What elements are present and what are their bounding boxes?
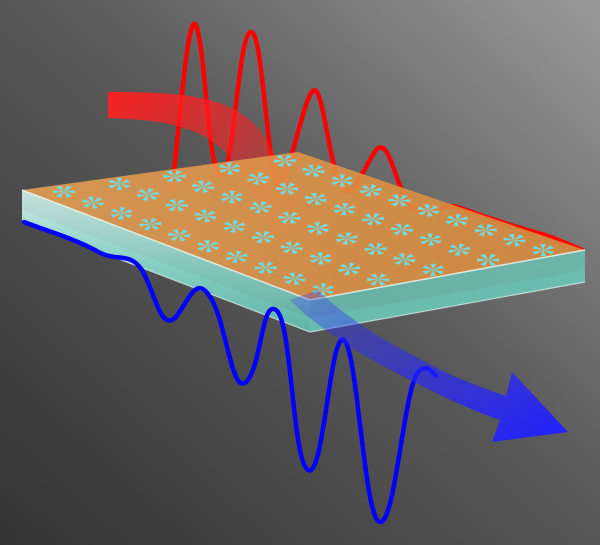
pinwheel-unit — [390, 223, 414, 236]
pinwheel-unit — [503, 233, 526, 247]
pinwheel-unit — [416, 204, 440, 217]
pinwheel-unit — [167, 228, 191, 242]
pinwheel-unit — [191, 180, 215, 193]
pinwheel-unit — [136, 188, 160, 201]
slab-right-face — [310, 250, 585, 332]
pinwheel-unit — [445, 214, 469, 227]
pinwheel-unit — [246, 172, 270, 185]
pinwheel-unit — [81, 196, 105, 209]
pinwheel-unit — [309, 252, 332, 265]
pinwheel-unit — [222, 220, 246, 233]
pinwheel-unit — [139, 218, 162, 231]
pinwheel-unit — [419, 233, 442, 246]
pinwheel-unit — [273, 154, 296, 167]
pinwheel-unit — [359, 184, 383, 197]
pinwheel-unit — [163, 170, 186, 183]
pinwheel-unit — [251, 230, 275, 244]
pinwheel-unit — [254, 261, 277, 274]
pinwheel-unit — [364, 242, 387, 256]
pinwheel-unit — [474, 224, 497, 237]
pinwheel-unit — [108, 177, 131, 190]
metamaterial-slab — [21, 152, 586, 333]
pinwheel-unit — [532, 243, 555, 257]
pinwheel-unit — [448, 243, 471, 257]
transmitted-wave — [21, 219, 439, 525]
pinwheel-unit — [392, 253, 416, 266]
pinwheel-unit — [194, 209, 217, 223]
pinwheel-unit — [388, 194, 411, 207]
pinwheel-unit — [306, 221, 330, 235]
pinwheel-unit — [302, 164, 325, 177]
pinwheel-unit — [249, 201, 272, 214]
pinwheel-unit — [280, 241, 304, 255]
pinwheel-unit — [422, 263, 445, 276]
pinwheel-unit — [275, 182, 299, 195]
slab-top-face — [22, 152, 585, 300]
pinwheel-unit — [361, 213, 385, 226]
slab-front-face — [22, 190, 310, 332]
pinwheel-unit — [333, 202, 356, 216]
pinwheel-unit — [110, 207, 133, 220]
pinwheel-pattern — [52, 154, 555, 296]
pinwheel-unit — [225, 250, 249, 264]
pinwheel-unit — [52, 185, 75, 198]
pinwheel-unit — [165, 199, 188, 212]
pinwheel-unit — [196, 239, 220, 253]
pinwheel-unit — [367, 273, 390, 286]
pinwheel-unit — [304, 192, 328, 206]
pinwheel-unit — [220, 190, 243, 204]
pinwheel-unit — [282, 272, 306, 285]
pinwheel-unit — [335, 232, 359, 245]
pinwheel-unit — [331, 174, 354, 187]
pinwheel-unit — [278, 211, 301, 224]
pinwheel-unit — [218, 162, 241, 175]
transmitted-beam — [290, 290, 568, 442]
pinwheel-unit — [477, 253, 500, 266]
pinwheel-unit — [337, 262, 361, 276]
